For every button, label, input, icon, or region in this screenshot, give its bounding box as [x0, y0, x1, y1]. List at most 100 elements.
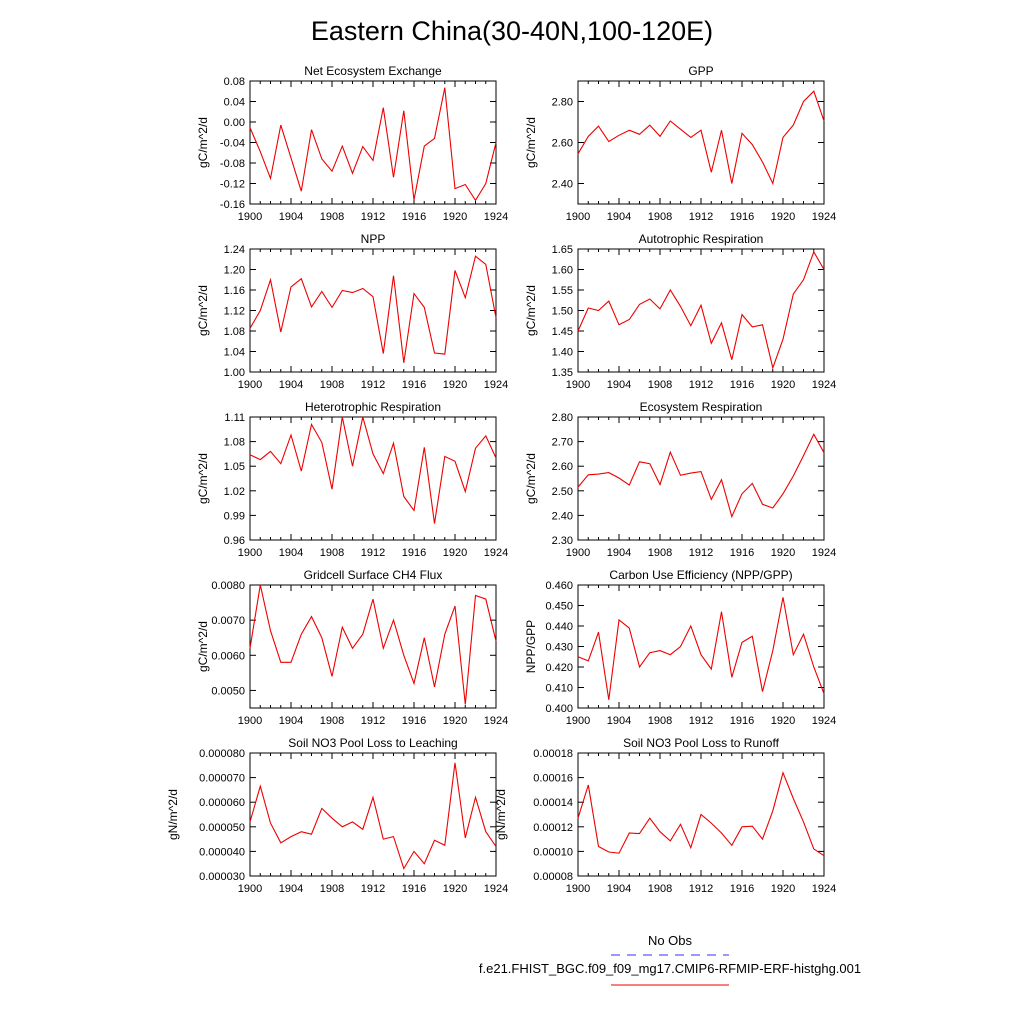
x-tick-label: 1912	[361, 547, 385, 559]
panel-title: Net Ecosystem Exchange	[304, 64, 442, 78]
y-tick-label: 0.000060	[199, 797, 245, 809]
y-tick-label: 1.65	[552, 244, 573, 256]
plot-frame	[249, 752, 497, 877]
y-axis-label: gC/m^2/d	[196, 453, 210, 504]
y-tick-label: 2.40	[552, 510, 573, 522]
x-tick-label: 1904	[607, 211, 631, 223]
y-tick-label: -0.08	[220, 158, 245, 170]
x-tick-label: 1904	[607, 547, 631, 559]
y-tick-label: 2.80	[552, 97, 573, 109]
plot-frame	[249, 416, 497, 541]
y-tick-label: 1.16	[224, 285, 245, 297]
y-axis-label: gC/m^2/d	[196, 621, 210, 672]
x-tick-label: 1924	[484, 379, 508, 391]
x-tick-label: 1920	[443, 883, 467, 895]
y-tick-label: 2.50	[552, 486, 573, 498]
x-tick-label: 1900	[566, 883, 590, 895]
x-tick-label: 1912	[361, 379, 385, 391]
x-tick-label: 1916	[730, 715, 754, 727]
y-tick-label: 1.04	[224, 347, 245, 359]
x-tick-label: 1924	[812, 547, 836, 559]
x-tick-label: 1920	[443, 715, 467, 727]
figure-title: Eastern China(30-40N,100-120E)	[311, 16, 713, 46]
y-tick-label: 1.02	[224, 486, 245, 498]
y-tick-label: 0.00016	[533, 773, 573, 785]
x-tick-label: 1900	[238, 379, 262, 391]
y-tick-label: -0.12	[220, 179, 245, 191]
y-tick-label: 1.24	[224, 244, 245, 256]
y-tick-label: 0.400	[545, 703, 573, 715]
series-line	[249, 87, 497, 202]
y-tick-label: 0.00012	[533, 822, 573, 834]
y-tick-label: 0.00014	[533, 797, 573, 809]
chart-panel-3: NPP 1900 1904 1908 1912 1916 1920 1924 1.00 1.04 1…	[196, 232, 508, 391]
y-tick-label: 1.00	[224, 367, 245, 379]
chart-panel-4: Autotrophic Respiration 1900 1904 1908 1912 1…	[524, 232, 836, 391]
x-tick-label: 1908	[320, 379, 344, 391]
x-tick-label: 1908	[648, 883, 672, 895]
y-tick-label: 1.45	[552, 326, 573, 338]
x-tick-label: 1900	[238, 211, 262, 223]
y-axis-label: gN/m^2/d	[494, 789, 508, 840]
y-tick-label: 2.70	[552, 437, 573, 449]
y-tick-label: 0.00018	[533, 748, 573, 760]
x-tick-label: 1924	[484, 883, 508, 895]
panel-title: Soil NO3 Pool Loss to Runoff	[623, 736, 780, 750]
panel-title: Heterotrophic Respiration	[305, 400, 441, 414]
panel-title: GPP	[688, 64, 713, 78]
x-tick-label: 1904	[279, 547, 303, 559]
plot-frame	[577, 80, 825, 205]
y-tick-label: 0.99	[224, 510, 245, 522]
panel-title: Carbon Use Efficiency (NPP/GPP)	[609, 568, 792, 582]
x-tick-label: 1912	[689, 547, 713, 559]
x-tick-label: 1924	[812, 715, 836, 727]
y-tick-label: 0.08	[224, 76, 245, 88]
y-tick-label: 1.40	[552, 347, 573, 359]
y-tick-label: 0.000040	[199, 846, 245, 858]
x-tick-label: 1920	[443, 379, 467, 391]
y-tick-label: 0.000030	[199, 871, 245, 883]
x-tick-label: 1908	[648, 379, 672, 391]
panel-title: NPP	[361, 232, 386, 246]
y-tick-label: 0.000080	[199, 748, 245, 760]
y-tick-label: 0.000070	[199, 773, 245, 785]
chart-panel-2: GPP 1900 1904 1908 1912 1916 1920 1924 2.40 2.60 2…	[524, 64, 836, 223]
x-tick-label: 1900	[566, 211, 590, 223]
legend-label-model-run: f.e21.FHIST_BGC.f09_f09_mg17.CMIP6-RFMIP…	[479, 961, 861, 976]
y-tick-label: 0.420	[545, 662, 573, 674]
y-tick-label: 2.60	[552, 138, 573, 150]
x-tick-label: 1908	[320, 883, 344, 895]
x-tick-label: 1924	[484, 211, 508, 223]
x-tick-label: 1924	[812, 883, 836, 895]
plot-frame	[249, 80, 497, 205]
series-line	[577, 597, 825, 700]
y-tick-label: 0.440	[545, 621, 573, 633]
x-tick-label: 1924	[484, 715, 508, 727]
y-tick-label: 0.410	[545, 683, 573, 695]
plot-frame	[577, 416, 825, 541]
x-tick-label: 1904	[279, 715, 303, 727]
x-tick-label: 1916	[402, 715, 426, 727]
y-tick-label: -0.04	[220, 138, 245, 150]
series-line	[577, 90, 825, 186]
x-tick-label: 1920	[771, 211, 795, 223]
y-tick-label: 0.00008	[533, 871, 573, 883]
y-tick-label: 0.00010	[533, 846, 573, 858]
x-tick-label: 1904	[279, 211, 303, 223]
x-tick-label: 1924	[484, 547, 508, 559]
y-tick-label: 2.60	[552, 461, 573, 473]
x-tick-label: 1920	[771, 715, 795, 727]
x-tick-label: 1904	[279, 883, 303, 895]
chart-panel-5: Heterotrophic Respiration 1900 1904 1908 191…	[196, 400, 508, 559]
x-tick-label: 1916	[730, 211, 754, 223]
y-tick-label: 0.0080	[211, 580, 245, 592]
y-tick-label: 0.0050	[211, 685, 245, 697]
x-tick-label: 1900	[238, 547, 262, 559]
panel-title: Gridcell Surface CH4 Flux	[304, 568, 443, 582]
legend: No Obs f.e21.FHIST_BGC.f09_f09_mg17.CMIP…	[479, 933, 861, 986]
y-axis-label: gC/m^2/d	[524, 117, 538, 168]
y-tick-label: 1.12	[224, 306, 245, 318]
x-tick-label: 1916	[402, 547, 426, 559]
x-tick-label: 1904	[279, 379, 303, 391]
